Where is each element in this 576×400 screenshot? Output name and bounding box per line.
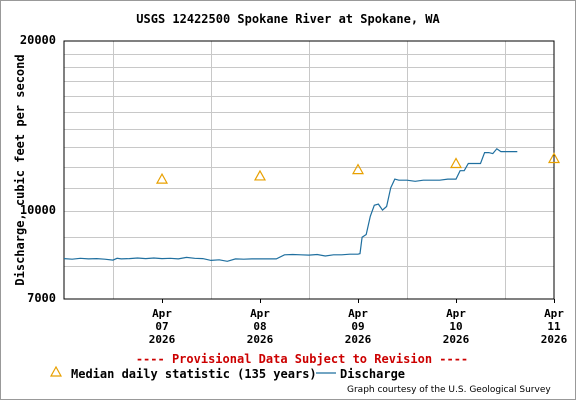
x-tick-label-line: 11: [547, 320, 561, 333]
x-tick-label-line: 2026: [148, 333, 176, 346]
legend-median-marker: [49, 365, 63, 377]
x-tick-label-line: 2026: [540, 333, 568, 346]
x-tick-label-line: Apr: [152, 307, 172, 320]
legend-median-label: Median daily statistic (135 years): [71, 367, 317, 381]
discharge-line: [63, 147, 518, 262]
median-marker: [155, 172, 169, 184]
x-tick-label-line: Apr: [446, 307, 466, 320]
x-tick-label-line: 08: [253, 320, 267, 333]
y-tick-label: 20000: [19, 33, 56, 47]
y-tick-label: 7000: [27, 291, 56, 305]
x-tick-label: Apr 08 2026: [230, 307, 290, 346]
median-marker: [449, 157, 463, 169]
x-tick-label-line: 2026: [246, 333, 274, 346]
x-tick-label: Apr 09 2026: [328, 307, 388, 346]
median-marker: [253, 169, 267, 181]
x-tick-label-line: Apr: [544, 307, 564, 320]
median-marker: [351, 163, 365, 175]
legend-layer: [49, 365, 336, 377]
x-tick-label: Apr 07 2026: [132, 307, 192, 346]
legend-discharge-label: Discharge: [340, 367, 406, 381]
provisional-note: ---- Provisional Data Subject to Revisio…: [135, 352, 469, 366]
x-tick-label-line: 09: [351, 320, 365, 333]
x-tick-label-line: 10: [449, 320, 463, 333]
y-axis-label: Discharge, cubic feet per second: [13, 54, 27, 286]
grid-layer: [64, 41, 555, 303]
x-tick-label: Apr 10 2026: [426, 307, 486, 346]
x-tick-label-line: 2026: [442, 333, 470, 346]
series-layer: [63, 147, 561, 262]
x-tick-label-line: 2026: [344, 333, 372, 346]
credit-note: Graph courtesy of the U.S. Geological Su…: [347, 385, 551, 395]
x-tick-label-line: Apr: [250, 307, 270, 320]
y-tick-label: 10000: [19, 203, 56, 218]
x-tick-label-line: Apr: [348, 307, 368, 320]
median-marker: [547, 152, 561, 164]
plot-area-border: [63, 40, 555, 300]
chart-title: USGS 12422500 Spokane River at Spokane, …: [136, 12, 440, 26]
x-tick-label: Apr 11 2026: [524, 307, 576, 346]
x-tick-label-line: 07: [155, 320, 169, 333]
